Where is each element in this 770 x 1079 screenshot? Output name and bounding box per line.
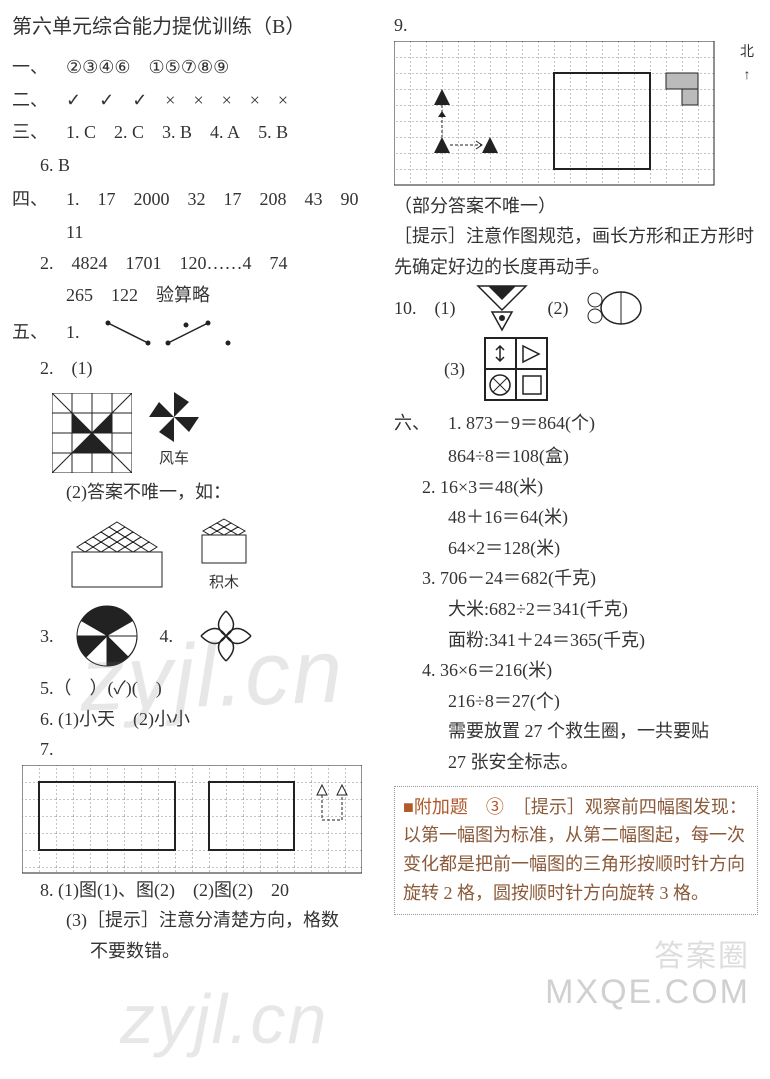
sec5-q2-2: (2)答案不唯一，如： xyxy=(12,477,376,508)
sec2-m0: ✓ xyxy=(66,85,81,116)
blocks-small-icon xyxy=(194,511,254,571)
sec4-q1-4: 208 xyxy=(260,184,287,215)
sec3-i4: 5. B xyxy=(258,117,288,148)
q9-label: 9. xyxy=(394,10,758,41)
sec5-q6: 6. (1)小天 (2)小小 xyxy=(12,704,376,735)
q10-2: (2) xyxy=(548,293,569,324)
sec5-q3: 3. xyxy=(40,621,54,652)
pinwheel-icon xyxy=(144,387,204,447)
bonus-hint-label: ［提示］ xyxy=(522,797,585,817)
bonus-label: ■附加题 ③ xyxy=(403,797,522,817)
sec6-q1b: 864÷8＝108(盒) xyxy=(394,441,758,472)
sec2-m1: ✓ xyxy=(99,85,114,116)
leaf-pattern-icon xyxy=(191,601,261,671)
sec6-q2b: 48＋16＝64(米) xyxy=(394,502,758,533)
sec3-label: 三、 xyxy=(12,117,48,148)
section-5: 五、 1. 2. (1) xyxy=(12,315,376,967)
sec1-label: 一、 xyxy=(12,52,48,83)
sec2-label: 二、 xyxy=(12,85,48,116)
q10-1: (1) xyxy=(435,293,456,324)
sec4-q2-4: 265 xyxy=(66,280,93,311)
pie-icon xyxy=(72,601,142,671)
sec2-m5: × xyxy=(222,85,232,116)
sec3-i3: 4. A xyxy=(210,117,240,148)
sec5-label: 五、 xyxy=(12,317,48,348)
tri-shape-icon xyxy=(474,282,530,334)
sec6-q3c: 面粉:341＋24＝365(千克) xyxy=(394,625,758,656)
sec4-q2-0: 4824 xyxy=(72,248,108,279)
sec5-q1: 1. xyxy=(66,317,80,348)
four-square-icon xyxy=(483,336,549,402)
sec6-q3a: 3. 706－24＝682(千克) xyxy=(394,563,758,594)
sec5-q2: 2. xyxy=(40,353,54,384)
sec4-q1-3: 17 xyxy=(224,184,242,215)
section-2: 二、 ✓ ✓ ✓ × × × × × xyxy=(12,85,376,116)
sec2-m3: × xyxy=(165,85,175,116)
sec6-q3b: 大米:682÷2＝341(千克) xyxy=(394,594,758,625)
page-title: 第六单元综合能力提优训练（B） xyxy=(12,10,376,44)
sec6-q1a: 1. 873－9＝864(个) xyxy=(448,408,595,439)
bonus-box: ■附加题 ③ ［提示］观察前四幅图发现：以第一幅图为标准，从第二幅图起，每一次变… xyxy=(394,786,758,915)
sec4-q1-0: 17 xyxy=(98,184,116,215)
sec2-m4: × xyxy=(193,85,203,116)
sec5-q8-2: (3)［提示］注意分清楚方向，格数 xyxy=(12,905,376,936)
sec6-q2c: 64×2＝128(米) xyxy=(394,533,758,564)
sec4-q2-5: 122 xyxy=(111,280,138,311)
sec4-q1l: 1. xyxy=(66,184,80,215)
section-4: 四、 1. 17 2000 32 17 208 43 90 11 2. 4824… xyxy=(12,184,376,310)
sec3-i1: 2. C xyxy=(114,117,144,148)
q9-note: （部分答案不唯一） xyxy=(394,191,758,222)
sec6-label: 六、 xyxy=(394,408,430,439)
section-6: 六、 1. 873－9＝864(个) 864÷8＝108(盒) 2. 16×3＝… xyxy=(394,408,758,777)
sec5-q7: 7. xyxy=(12,734,376,765)
right-column: 9. 北 ↑ （部分答案不唯一） ［ xyxy=(394,10,758,971)
sec6-q4d: 27 张安全标志。 xyxy=(394,747,758,778)
compass-north: 北 ↑ xyxy=(740,41,754,89)
sec1-g2: ①⑤⑦⑧⑨ xyxy=(149,52,230,83)
sec6-q4b: 216÷8＝27(个) xyxy=(394,686,758,717)
q10-label: 10. xyxy=(394,293,417,324)
sec6-q2a: 2. 16×3＝48(米) xyxy=(394,472,758,503)
sec2-m7: × xyxy=(278,85,288,116)
sec5-q2-1: (1) xyxy=(72,353,93,384)
grid-rectangles-icon xyxy=(22,765,362,875)
sec4-q1-7: 11 xyxy=(66,222,83,242)
blocks-figs: 积木 xyxy=(52,511,376,597)
sec5-q8-3: 不要数错。 xyxy=(12,936,376,967)
sec4-q2-3: 74 xyxy=(270,248,288,279)
grid-triangles-icon xyxy=(394,41,724,191)
sec4-q1-6: 90 xyxy=(341,184,359,215)
fish-shape-icon xyxy=(587,286,647,330)
sec4-q2-6: 验算略 xyxy=(156,280,210,311)
sec3-i2: 3. B xyxy=(162,117,192,148)
sec2-m6: × xyxy=(250,85,260,116)
sec3-i5: 6. B xyxy=(40,155,70,175)
sec6-q4c: 需要放置 27 个救生圈，一共要贴 xyxy=(394,716,758,747)
left-column: 第六单元综合能力提优训练（B） 一、 ②③④⑥ ①⑤⑦⑧⑨ 二、 ✓ ✓ ✓ ×… xyxy=(12,10,376,971)
sec4-label: 四、 xyxy=(12,184,48,215)
section-1: 一、 ②③④⑥ ①⑤⑦⑧⑨ xyxy=(12,52,376,83)
sec6-q4a: 4. 36×6＝216(米) xyxy=(394,655,758,686)
dots-lines-icon xyxy=(98,315,238,351)
windmill-figs: 风车 xyxy=(52,387,376,473)
sec4-q1-5: 43 xyxy=(305,184,323,215)
q9-hint: ［提示］注意作图规范，画长方形和正方形时先确定好边的长度再动手。 xyxy=(394,221,758,282)
sec4-q1-1: 2000 xyxy=(134,184,170,215)
sec5-q4: 4. xyxy=(160,621,174,652)
sec3-i0: 1. C xyxy=(66,117,96,148)
sec5-q5: 5.（ ）(✓)( ) xyxy=(12,673,376,704)
sec5-q8-1: 8. (1)图(1)、图(2) (2)图(2) 20 xyxy=(12,875,376,906)
sec4-q2-2: 120……4 xyxy=(180,248,252,279)
sec4-q2l: 2. xyxy=(40,248,54,279)
windmill-grid-icon xyxy=(52,393,132,473)
section-3: 三、 1. C 2. C 3. B 4. A 5. B 6. B xyxy=(12,117,376,180)
sec4-q1-2: 32 xyxy=(188,184,206,215)
blocks-caption: 积木 xyxy=(194,571,254,597)
blocks-large-icon xyxy=(52,517,182,597)
q10-3: (3) xyxy=(444,354,465,385)
sec4-q2-1: 1701 xyxy=(126,248,162,279)
sec1-g1: ②③④⑥ xyxy=(66,52,131,83)
windmill-caption: 风车 xyxy=(144,447,204,473)
sec2-m2: ✓ xyxy=(132,85,147,116)
